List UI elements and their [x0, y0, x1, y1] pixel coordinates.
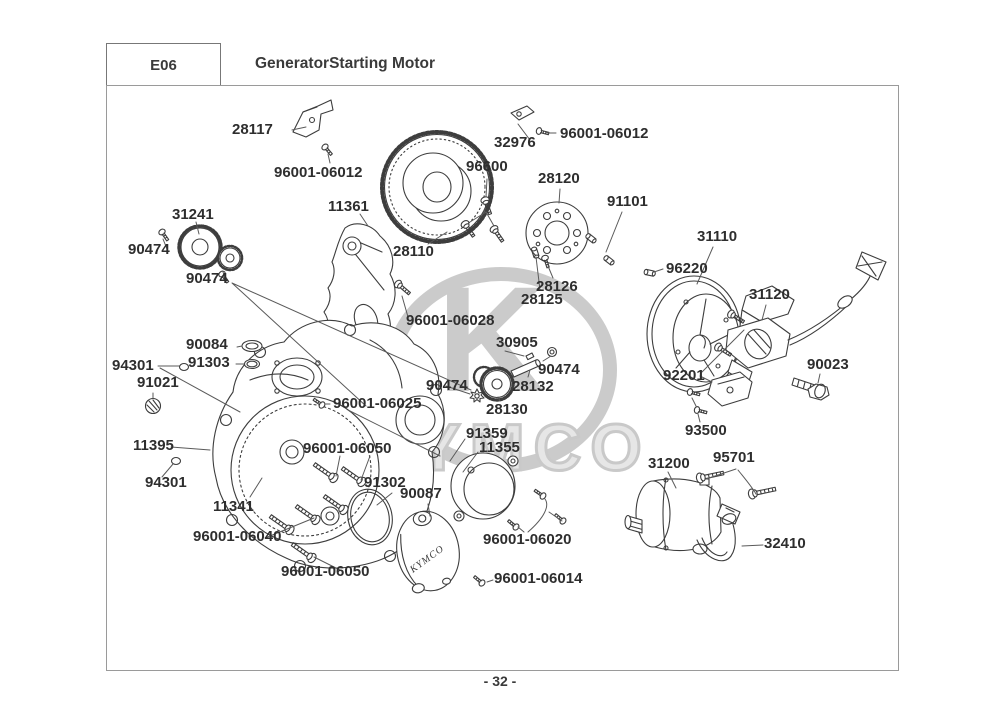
part-label: 91021: [137, 374, 179, 391]
starter-motor: [624, 477, 722, 555]
section-code: E06: [150, 56, 177, 74]
part-label: 96001-06012: [560, 125, 649, 142]
gear-cluster-28130: [469, 346, 558, 403]
leader-lines: [152, 123, 821, 583]
part-label: 96001-06020: [483, 531, 572, 548]
page-title: GeneratorStarting Motor: [255, 55, 435, 72]
part-label: 28126: [536, 278, 578, 295]
part-label: 11355: [479, 439, 520, 456]
part-label: 96001-06050: [303, 440, 392, 457]
sensor-32976: [510, 105, 535, 121]
part-label: 94301: [112, 357, 154, 374]
part-label: 96001-06025: [333, 395, 422, 412]
part-label: 96001-06012: [274, 164, 363, 181]
part-label: 96001-06040: [193, 528, 282, 545]
pin-94301-upper: [178, 362, 190, 372]
part-label: 91303: [188, 354, 230, 371]
part-label: 90087: [400, 485, 442, 502]
bolt-90023: [791, 377, 830, 401]
part-label: 32410: [764, 535, 806, 552]
part-label: 95701: [713, 449, 755, 466]
part-label: 96600: [466, 158, 508, 175]
part-label: 90474: [186, 270, 228, 287]
part-label: 31200: [648, 455, 690, 472]
part-label: 28130: [486, 401, 528, 418]
gear-31241: [157, 224, 244, 285]
bearing-91021: [144, 397, 162, 415]
regulator-92201: [707, 371, 753, 407]
page-number: - 32 -: [483, 673, 517, 689]
section-code-box: E06: [106, 43, 221, 86]
flywheel-ring-gear: [380, 130, 494, 244]
part-label: 31241: [172, 206, 214, 223]
stator-coil-assembly: [712, 251, 887, 385]
starter-cable-32410: [696, 503, 741, 562]
part-label: 90474: [128, 241, 170, 258]
part-label: 91302: [364, 474, 406, 491]
cap-90084: [241, 339, 263, 353]
part-label: 90474: [538, 361, 580, 378]
round-cover-90087: KYMCO: [396, 510, 460, 594]
part-label: 30905: [496, 334, 538, 351]
part-label: 96001-06028: [406, 312, 495, 329]
part-label: 90023: [807, 356, 849, 373]
brush-cap-11355: [450, 452, 519, 522]
part-label: 92201: [663, 367, 705, 384]
flywheel-rotor: [646, 275, 742, 393]
pin-94301-lower: [170, 456, 182, 466]
part-label: 91359: [466, 425, 508, 442]
part-label: 96220: [666, 260, 708, 277]
part-label: 28117: [232, 121, 273, 138]
part-label: 31120: [749, 286, 790, 303]
part-label: 11395: [133, 437, 174, 454]
part-label: 91101: [607, 193, 648, 210]
part-label: 90474: [426, 377, 468, 394]
part-label: 11341: [213, 498, 254, 515]
part-label: 94301: [145, 474, 187, 491]
part-label: 28125: [521, 291, 563, 308]
gasket-ring-91302: [347, 488, 393, 546]
part-label: 28132: [512, 378, 554, 395]
part-label: 90084: [186, 336, 228, 353]
part-label: 31110: [697, 228, 738, 245]
part-label: 11361: [328, 198, 369, 215]
diagram-frame: [106, 85, 899, 671]
part-label: 28120: [538, 170, 580, 187]
part-label: 96001-06014: [494, 570, 583, 587]
stator-plate-28120: [525, 201, 589, 265]
part-label: 96001-06050: [281, 563, 370, 580]
part-label: 93500: [685, 422, 727, 439]
part-label: 32976: [494, 134, 536, 151]
part-label: 28110: [393, 243, 434, 260]
